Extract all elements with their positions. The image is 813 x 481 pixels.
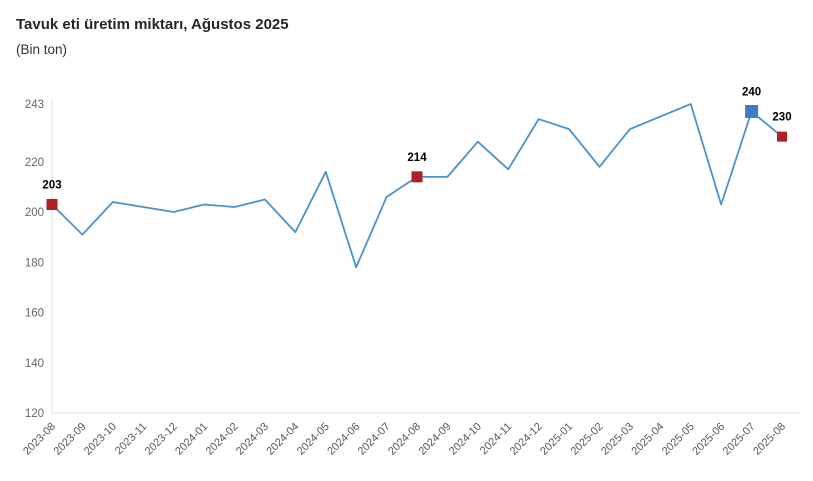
x-tick-label: 2025-08 <box>751 421 788 458</box>
x-tick-label: 2024-12 <box>508 421 545 458</box>
x-tick-label: 2025-07 <box>721 421 758 458</box>
x-tick-label: 2023-09 <box>52 421 89 458</box>
x-tick-label: 2024-05 <box>295 421 332 458</box>
data-marker-2025-08 <box>777 131 787 142</box>
x-tick-label: 2024-03 <box>234 421 271 458</box>
x-tick-label: 2023-08 <box>21 421 58 458</box>
data-marker-2025-07 <box>745 105 759 119</box>
x-tick-label: 2024-10 <box>447 421 484 458</box>
x-tick-label: 2024-01 <box>173 421 210 458</box>
y-tick-label: 140 <box>25 358 44 370</box>
x-tick-label: 2023-12 <box>143 421 180 458</box>
x-tick-label: 2025-04 <box>629 421 666 458</box>
x-tick-label: 2024-02 <box>204 421 241 458</box>
y-tick-label: 243 <box>25 99 44 111</box>
x-tick-label: 2024-06 <box>325 421 362 458</box>
y-tick-label: 160 <box>25 308 44 320</box>
y-tick-label: 180 <box>25 257 44 269</box>
y-tick-label: 220 <box>25 157 44 169</box>
data-marker-2024-08 <box>411 171 423 183</box>
x-tick-label: 2024-04 <box>264 421 301 458</box>
x-tick-label: 2025-06 <box>690 421 727 458</box>
data-label-2025-07: 240 <box>742 87 761 99</box>
x-tick-label: 2024-09 <box>417 421 454 458</box>
chart-subtitle: (Bin ton) <box>16 42 68 57</box>
series-line <box>51 103 783 269</box>
x-tick-label: 2025-05 <box>660 421 697 458</box>
x-tick-label: 2024-08 <box>386 421 423 458</box>
chart-title: Tavuk eti üretim miktarı, Ağustos 2025 <box>16 16 289 33</box>
data-label-2025-08: 230 <box>772 112 791 124</box>
x-tick-label: 2025-03 <box>599 421 636 458</box>
x-tick-label: 2023-10 <box>82 421 119 458</box>
x-tick-label: 2024-07 <box>356 421 393 458</box>
data-label-2024-08: 214 <box>407 152 427 164</box>
data-marker-2023-08 <box>46 198 58 210</box>
y-tick-label: 120 <box>25 408 44 420</box>
y-tick-label: 200 <box>25 207 44 219</box>
x-tick-label: 2025-01 <box>538 421 575 458</box>
data-label-2023-08: 203 <box>42 179 61 191</box>
x-tick-label: 2025-02 <box>569 421 606 458</box>
